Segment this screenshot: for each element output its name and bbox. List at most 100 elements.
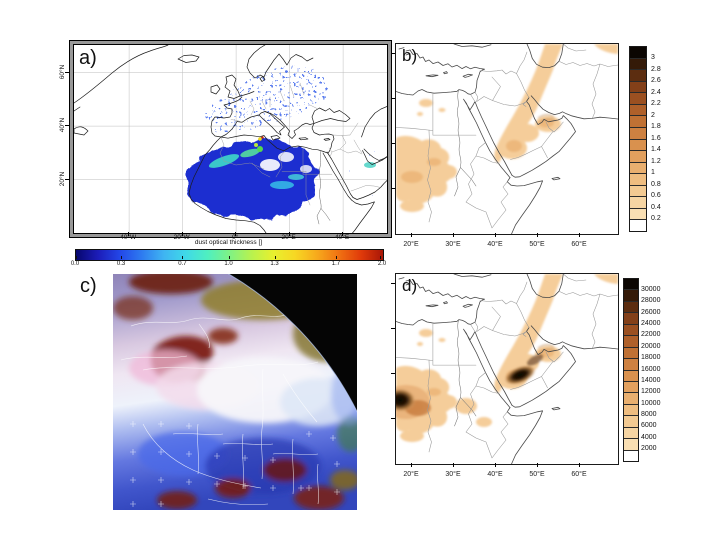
panel-b-colorbar-label: 1.6 — [651, 134, 661, 142]
panel-a-tick — [288, 232, 290, 236]
panel-c-label: c) — [80, 275, 97, 297]
panel-d-label: d) — [402, 276, 418, 295]
panel-b-label: b) — [402, 46, 418, 65]
panel-a-colorbar-tick — [380, 256, 381, 259]
panel-a-colorbar-tick-label: 0.7 — [178, 261, 187, 267]
panel-a-tick — [235, 232, 237, 236]
panel-d-colorbar-segment — [624, 449, 638, 461]
panel-a-tick — [65, 71, 69, 73]
panel-b-x-tick-label: 50°E — [529, 241, 545, 248]
panel-a-colorbar-tick — [335, 256, 337, 259]
panel-d-x-tick-label: 40°E — [487, 471, 503, 478]
panel-b-colorbar-label: 0.6 — [651, 192, 661, 199]
panel-b-x-tick-label: 40°E — [487, 241, 503, 248]
panel-d-colorbar-label: 2000 — [641, 445, 657, 453]
panel-b-tick — [391, 143, 395, 145]
panel-b-colorbar-segment — [630, 126, 646, 139]
panel-d-colorbar-segment — [624, 323, 638, 336]
panel-d-colorbar — [623, 278, 639, 462]
panel-d-tick — [391, 283, 395, 285]
panel-d-colorbar-segment — [624, 426, 638, 439]
panel-b-tick — [391, 53, 395, 55]
panel-b-colorbar-segment — [630, 92, 646, 104]
panel-a-tick — [65, 178, 69, 180]
panel-b-colorbar-label: 0.2 — [651, 215, 661, 222]
panel-d-colorbar-segment — [624, 438, 638, 450]
panel-d-tick — [391, 328, 395, 330]
panel-b-tick — [391, 98, 395, 100]
panel-b-colorbar-label: 1.4 — [651, 146, 661, 153]
panel-c-country-borders — [120, 313, 319, 506]
panel-d-colorbar-segment — [624, 380, 638, 393]
panel-d-colorbar-segment — [624, 403, 638, 416]
panel-a-map-graphic — [74, 45, 387, 233]
panel-d-x-tick-label: 20°E — [403, 471, 419, 478]
panel-d-colorbar-segment — [624, 369, 638, 381]
panel-b-colorbar-segment — [630, 57, 646, 70]
panel-d-tick — [391, 373, 395, 375]
panel-b-colorbar-label: 0.8 — [651, 180, 661, 188]
panel-d-colorbar-segment — [624, 289, 638, 301]
panel-a-colorbar-title: dust optical thickness [] — [194, 239, 263, 246]
panel-a-x-tick-label: 40°E — [335, 234, 350, 241]
panel-d-colorbar-segment — [624, 415, 638, 427]
panel-a-tick — [342, 232, 344, 236]
panel-d-tick — [453, 463, 454, 467]
panel-b-colorbar-label: 1.8 — [651, 123, 661, 130]
panel-b-colorbar-segment — [630, 138, 646, 151]
panel-a-colorbar-tick-label: 0.0 — [70, 261, 80, 267]
panel-a-colorbar-tick-label: 0.3 — [116, 261, 126, 267]
panel-d-x-tick-label: 30°E — [445, 471, 461, 478]
panel-a-colorbar-tick — [182, 256, 184, 259]
panel-d-colorbar-segment — [624, 346, 638, 359]
panel-b-map-graphic — [396, 44, 618, 234]
panel-d-colorbar-label: 30000 — [641, 285, 661, 293]
panel-d-x-tick-label: 50°E — [529, 471, 545, 478]
panel-b-tick — [537, 233, 538, 237]
panel-d-colorbar-label: 14000 — [641, 376, 661, 384]
panel-b-colorbar-label: 2.4 — [651, 88, 661, 96]
panel-b-colorbar-segment — [630, 173, 646, 185]
panel-a-x-tick-label: 0° — [231, 234, 239, 241]
panel-b-colorbar-segment — [630, 196, 646, 208]
panel-d-map: d) — [395, 273, 619, 465]
panel-b-colorbar-segment — [630, 219, 646, 231]
panel-b-colorbar — [629, 46, 647, 232]
panel-b-tick — [579, 233, 580, 237]
panel-b-colorbar-label: 2.6 — [651, 77, 661, 84]
panel-d-colorbar-label: 6000 — [641, 422, 657, 430]
panel-d-colorbar-label: 10000 — [641, 399, 661, 407]
panel-d-tick — [391, 418, 395, 419]
panel-b-colorbar-segment — [630, 184, 646, 197]
panel-c-grid-crosses — [130, 421, 340, 507]
panel-b-tick — [453, 233, 454, 237]
panel-d-colorbar-label: 4000 — [641, 433, 657, 441]
panel-d-colorbar-label: 12000 — [641, 388, 661, 396]
panel-d-colorbar-label: 22000 — [641, 331, 661, 339]
panel-d-colorbar-label: 26000 — [641, 308, 661, 316]
panel-a-tick — [65, 125, 69, 127]
panel-b-tick — [411, 233, 412, 237]
panel-a-colorbar-tick — [76, 256, 77, 259]
panel-b-colorbar-label: 2.2 — [651, 100, 661, 107]
panel-a-tick — [181, 232, 183, 236]
panel-d-colorbar-label: 24000 — [641, 320, 661, 327]
panel-b-colorbar-label: 1.2 — [651, 157, 661, 165]
panel-b-colorbar-segment — [630, 161, 646, 174]
panel-a-colorbar-tick — [228, 256, 230, 259]
panel-b-colorbar-segment — [630, 47, 646, 58]
panel-a-dust-field — [184, 52, 382, 219]
panel-a-colorbar — [75, 249, 384, 261]
panel-a-colorbar-tick-label: 2.0 — [377, 261, 387, 267]
panel-d-tick — [495, 463, 496, 467]
panel-c-satellite-image — [113, 274, 357, 510]
panel-d-colorbar-label: 18000 — [641, 354, 661, 362]
panel-a-x-tick-label: 20°E — [281, 234, 296, 241]
panel-a-colorbar-tick — [121, 256, 123, 259]
panel-d-colorbar-segment — [624, 312, 638, 324]
panel-a-colorbar-tick-label: 1.3 — [270, 261, 279, 267]
panel-d-colorbar-label: 8000 — [641, 411, 657, 418]
panel-b-x-tick-label: 30°E — [445, 241, 461, 248]
panel-d-colorbar-label: 28000 — [641, 297, 661, 305]
